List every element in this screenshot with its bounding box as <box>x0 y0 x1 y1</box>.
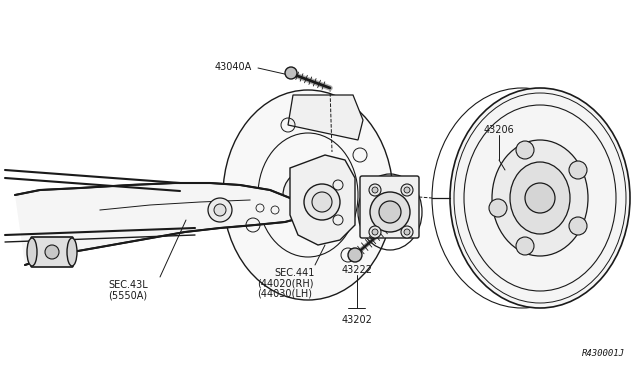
Circle shape <box>372 229 378 235</box>
Ellipse shape <box>27 238 37 266</box>
Text: SEC.43L: SEC.43L <box>108 280 148 290</box>
Circle shape <box>379 201 401 223</box>
Circle shape <box>45 245 59 259</box>
Text: (44020(RH): (44020(RH) <box>257 278 313 288</box>
Circle shape <box>569 161 587 179</box>
Text: 43206: 43206 <box>484 125 515 135</box>
Circle shape <box>370 192 410 232</box>
Text: SEC.441: SEC.441 <box>275 268 315 278</box>
Text: (44030(LH): (44030(LH) <box>257 288 312 298</box>
Circle shape <box>516 141 534 159</box>
Ellipse shape <box>510 162 570 234</box>
Circle shape <box>208 198 232 222</box>
Text: 43222: 43222 <box>342 265 372 275</box>
Ellipse shape <box>67 238 77 266</box>
Circle shape <box>372 187 378 193</box>
Circle shape <box>283 170 333 220</box>
Ellipse shape <box>450 88 630 308</box>
Circle shape <box>294 181 322 209</box>
Circle shape <box>569 217 587 235</box>
Ellipse shape <box>223 90 393 300</box>
Circle shape <box>304 184 340 220</box>
Circle shape <box>285 67 297 79</box>
Circle shape <box>214 204 226 216</box>
Circle shape <box>404 187 410 193</box>
Circle shape <box>401 184 413 196</box>
Polygon shape <box>288 95 363 140</box>
Text: (5550A): (5550A) <box>108 290 148 300</box>
Circle shape <box>369 226 381 238</box>
Text: 43202: 43202 <box>342 315 372 325</box>
Polygon shape <box>15 183 300 265</box>
FancyBboxPatch shape <box>31 237 73 267</box>
Text: 43040A: 43040A <box>215 62 252 72</box>
Circle shape <box>312 192 332 212</box>
Polygon shape <box>290 155 355 245</box>
Circle shape <box>369 184 381 196</box>
Circle shape <box>404 229 410 235</box>
Circle shape <box>489 199 507 217</box>
FancyBboxPatch shape <box>360 176 419 238</box>
Text: R430001J: R430001J <box>582 349 625 358</box>
Circle shape <box>401 226 413 238</box>
Circle shape <box>348 248 362 262</box>
Circle shape <box>516 237 534 255</box>
Circle shape <box>525 183 555 213</box>
Ellipse shape <box>492 140 588 256</box>
